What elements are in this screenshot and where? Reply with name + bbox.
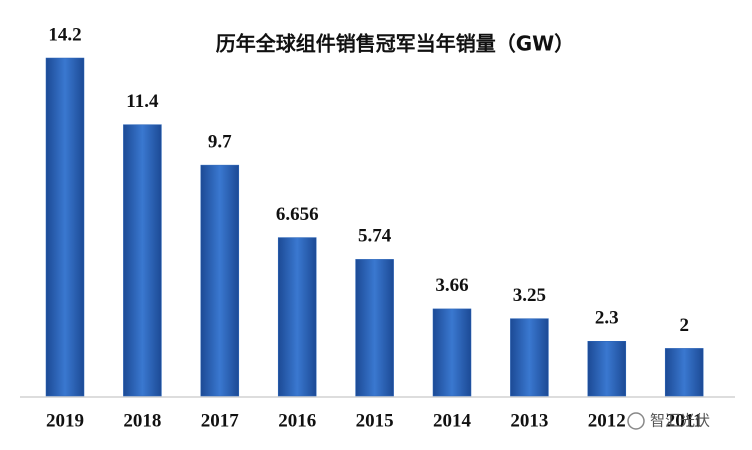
chart-title: 历年全球组件销售冠军当年销量（GW） (216, 32, 574, 56)
bar (510, 318, 549, 397)
bar (355, 259, 394, 397)
x-tick-label: 2019 (46, 410, 84, 431)
x-tick-label: 2017 (201, 410, 240, 431)
x-tick-label: 2011 (666, 410, 703, 431)
value-label: 3.25 (513, 285, 546, 306)
value-label: 5.74 (358, 226, 392, 247)
value-label: 11.4 (126, 91, 159, 112)
x-tick-label: 2018 (123, 410, 161, 431)
x-tick-label: 2015 (356, 410, 394, 431)
watermark: 智汇光伏 (650, 412, 710, 430)
x-tick-label: 2012 (588, 410, 626, 431)
value-label: 3.66 (435, 275, 468, 296)
bar (45, 57, 85, 397)
bar (277, 237, 317, 397)
bar (587, 341, 627, 397)
value-label: 6.656 (276, 204, 319, 225)
bar (123, 124, 162, 397)
value-label: 2.3 (595, 308, 619, 329)
x-tick-label: 2014 (433, 410, 472, 431)
bar (432, 308, 472, 397)
bar (200, 164, 240, 397)
x-tick-label: 2016 (278, 410, 316, 431)
x-tick-label: 2013 (510, 410, 548, 431)
value-label: 14.2 (48, 24, 81, 45)
value-label: 2 (679, 315, 689, 336)
value-label: 9.7 (208, 131, 232, 152)
bar (664, 348, 704, 397)
watermark-group: 智汇光伏 (627, 412, 710, 430)
watermark-icon (627, 412, 645, 430)
